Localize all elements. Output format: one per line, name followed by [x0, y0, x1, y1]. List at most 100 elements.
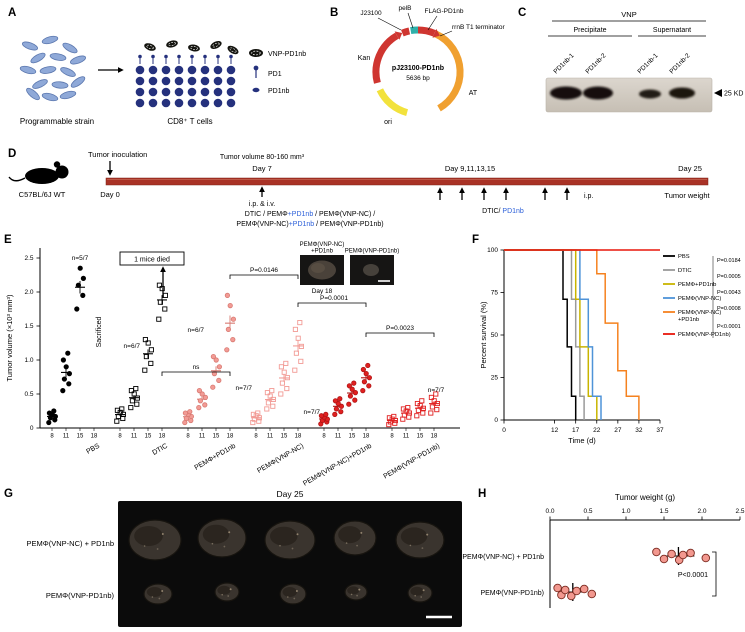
- x-group-label: DTIC: [151, 443, 169, 457]
- tumor-shade: [217, 585, 231, 595]
- scatter-point: [434, 407, 440, 413]
- x-tick-label: 27: [614, 427, 622, 434]
- scatter-point: [298, 343, 304, 349]
- treatment-list-line2: PEMΦ(VNP-NC)+PD1nb / PEMΦ(VNP-PD1nb): [236, 221, 383, 228]
- day-tick-label: 15: [145, 434, 152, 440]
- t-cell-dot: [148, 98, 158, 108]
- weight-dot: [678, 550, 688, 560]
- lane-label: PD1nb-2: [668, 52, 691, 75]
- scatter-point: [361, 379, 367, 385]
- scatter-point: [346, 383, 352, 389]
- mouse-strain-label: C57BL/6J WT: [19, 190, 66, 199]
- t-cell-dot: [135, 98, 145, 108]
- pd1nb-icon: [252, 87, 260, 93]
- scatter-point: [386, 422, 392, 428]
- scatter-point: [162, 292, 168, 298]
- survival-curve: [504, 249, 640, 420]
- scatter-point: [129, 398, 135, 404]
- scatter-point: [270, 396, 276, 402]
- pvalue-label: P=0.0005: [717, 274, 741, 280]
- panel-d-label: D: [8, 148, 16, 160]
- scatter-point: [187, 409, 193, 415]
- scatter-point: [157, 299, 163, 305]
- x-tick-label: 22: [593, 427, 601, 434]
- scatter-point: [210, 353, 216, 360]
- scatter-point: [255, 410, 261, 416]
- x-tick-label: 12: [551, 427, 559, 434]
- scatter-point: [278, 364, 284, 370]
- bacterium-icon: [19, 65, 37, 75]
- inset-tumor-blob: [363, 264, 379, 276]
- at-label: AT: [469, 90, 478, 97]
- tumor-speckle: [228, 531, 231, 534]
- weight-dot: [667, 549, 676, 559]
- scatter-point: [405, 405, 411, 411]
- tumor-speckle: [223, 545, 226, 548]
- scatter-point: [338, 403, 344, 409]
- kan-arrowhead-icon: [394, 31, 403, 40]
- lane-label: PD1nb-1: [636, 52, 659, 75]
- legend-pd1nb-label: PD1nb: [268, 88, 290, 95]
- bacterium-icon: [62, 42, 78, 54]
- tumor-speckle: [156, 548, 159, 550]
- scatter-point: [347, 393, 353, 399]
- scatter-point: [297, 320, 303, 326]
- t-cell-dot: [226, 87, 236, 97]
- scatter-point: [133, 386, 139, 392]
- vnp-icon-inner: [190, 46, 198, 50]
- legend-label: PEMΦ(VNP-NC): [678, 310, 721, 316]
- scatter-point: [389, 416, 395, 422]
- excised-tumors-illustration: [128, 518, 445, 605]
- t-cell-dot: [187, 87, 197, 97]
- tumor-speckle: [421, 547, 424, 549]
- pvalue-label: P=0.0008: [717, 306, 741, 312]
- y-tick-label: 2.5: [24, 255, 33, 262]
- day-tick-label: 18: [227, 434, 234, 440]
- day-tick-label: 8: [390, 434, 394, 440]
- weight-dot: [587, 589, 597, 599]
- scatter-point: [295, 335, 301, 341]
- day-tick-label: 18: [431, 434, 438, 440]
- tumor-shade: [146, 587, 163, 597]
- scatter-point: [346, 401, 352, 407]
- t-cell-dot: [174, 98, 184, 108]
- pd1-pin-head: [151, 54, 155, 59]
- scatter-point: [351, 380, 357, 386]
- scatter-point: [60, 387, 66, 394]
- tumor-speckle: [350, 593, 353, 596]
- weight-dot: [553, 583, 562, 593]
- tumor-speckle: [227, 595, 230, 597]
- scatter-point: [225, 326, 231, 332]
- legend-label: +PD1nb: [678, 317, 699, 323]
- scatter-point: [230, 316, 236, 322]
- panel-h-label: H: [478, 488, 486, 500]
- scatter-point: [120, 415, 126, 422]
- tumor-speckle: [279, 544, 281, 547]
- scatter-point: [270, 403, 276, 409]
- scatter-point: [338, 409, 344, 415]
- scatter-point: [415, 407, 421, 413]
- vnp-icon-inner: [212, 42, 220, 48]
- panel-g-label: G: [4, 488, 13, 500]
- scatter-point: [77, 265, 83, 271]
- scatter-point: [46, 410, 53, 416]
- scatter-point: [134, 401, 140, 407]
- t-cell-dot: [135, 87, 145, 97]
- scatter-point: [188, 417, 194, 424]
- inset-left-label: PEMΦ(VNP-NC): [300, 242, 345, 248]
- survival-curve: [504, 249, 585, 420]
- strain-caption: Programmable strain: [20, 117, 94, 126]
- inset-day-label: Day 18: [312, 288, 333, 295]
- mice-died-box: [119, 251, 185, 266]
- day-tick-label: 11: [335, 434, 342, 440]
- tumor-speckle: [229, 588, 232, 591]
- scatter-point: [46, 419, 52, 426]
- y-tick-label: 75: [491, 290, 499, 297]
- panel-a-legend: VNP-PD1nb PD1 PD1nb: [249, 49, 306, 95]
- pvalue-bracket: [712, 551, 717, 597]
- scatter-point: [131, 391, 137, 397]
- weight-axis-title: Tumor weight (g): [615, 493, 676, 502]
- photo-day-title: Day 25: [277, 489, 304, 499]
- y-tick-label: 2.0: [24, 289, 33, 296]
